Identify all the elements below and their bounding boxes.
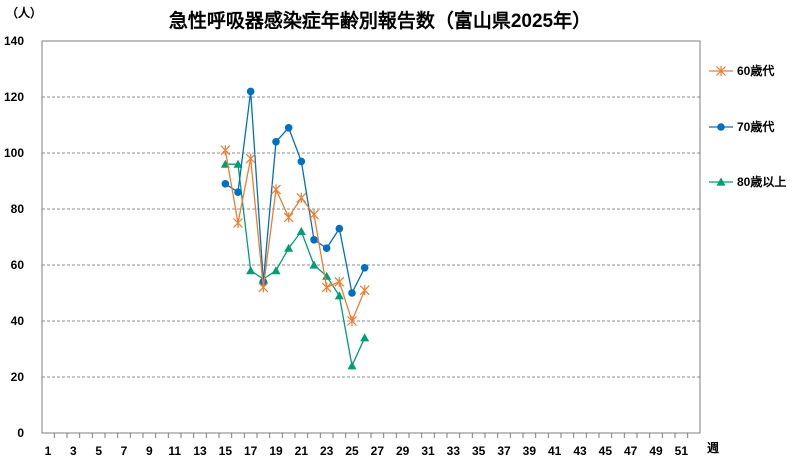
data-point bbox=[233, 159, 243, 168]
data-point bbox=[296, 226, 306, 235]
data-point bbox=[322, 244, 331, 252]
y-tick-label: 0 bbox=[17, 426, 24, 440]
x-tick-label: 45 bbox=[599, 444, 613, 458]
legend-marker bbox=[717, 123, 725, 131]
data-point bbox=[360, 333, 370, 342]
data-point bbox=[309, 209, 319, 220]
y-tick-label: 120 bbox=[4, 90, 24, 104]
data-point bbox=[284, 124, 293, 132]
series-line bbox=[224, 91, 366, 295]
data-point bbox=[334, 276, 345, 287]
x-tick-label: 49 bbox=[649, 444, 663, 458]
data-point bbox=[360, 264, 369, 272]
x-tick-label: 39 bbox=[523, 444, 537, 458]
x-tick-label: 7 bbox=[121, 444, 128, 458]
data-point bbox=[221, 180, 230, 188]
x-tick-label: 47 bbox=[624, 444, 638, 458]
series-line bbox=[225, 163, 366, 368]
x-tick-label: 13 bbox=[193, 444, 207, 458]
data-point bbox=[245, 153, 256, 164]
x-tick-label: 15 bbox=[219, 444, 233, 458]
legend: 60歳代 70歳代 80歳以上 bbox=[709, 63, 786, 189]
data-point bbox=[233, 218, 243, 228]
x-tick-label: 11 bbox=[168, 444, 181, 458]
x-tick-label: 37 bbox=[497, 444, 511, 458]
x-tick-label: 33 bbox=[447, 444, 461, 458]
y-tick-label: 20 bbox=[11, 370, 25, 384]
y-axis-unit: （人） bbox=[6, 5, 42, 20]
legend-marker bbox=[716, 177, 726, 186]
x-tick-label: 41 bbox=[548, 444, 562, 458]
data-point bbox=[347, 316, 357, 326]
x-tick-label: 19 bbox=[269, 444, 283, 458]
data-point bbox=[347, 361, 357, 370]
data-point bbox=[335, 224, 344, 233]
data-point bbox=[334, 291, 344, 300]
x-tick-label: 5 bbox=[95, 444, 102, 458]
y-tick-label: 100 bbox=[4, 146, 24, 160]
series-group bbox=[220, 87, 370, 370]
y-tick-label: 60 bbox=[11, 258, 25, 272]
x-tick-label: 27 bbox=[371, 444, 385, 458]
data-point bbox=[359, 285, 370, 296]
data-point bbox=[310, 236, 318, 244]
x-tick-label: 29 bbox=[396, 444, 410, 458]
plot-frame bbox=[41, 40, 701, 434]
x-tick-label: 43 bbox=[573, 444, 587, 458]
data-point bbox=[246, 87, 255, 96]
data-point bbox=[283, 212, 294, 223]
data-point bbox=[220, 145, 231, 156]
data-point bbox=[297, 157, 306, 166]
data-point bbox=[321, 282, 332, 293]
x-tick-label: 31 bbox=[421, 444, 435, 458]
data-point bbox=[296, 192, 307, 203]
legend-label: 80歳以上 bbox=[737, 174, 786, 189]
data-point bbox=[284, 243, 294, 252]
x-tick-label: 1 bbox=[45, 444, 52, 458]
legend-label: 70歳代 bbox=[737, 119, 774, 134]
data-point bbox=[309, 260, 319, 269]
data-point bbox=[234, 188, 242, 196]
data-point bbox=[246, 266, 256, 275]
legend-marker bbox=[716, 66, 726, 76]
gridlines bbox=[42, 96, 700, 378]
data-point bbox=[348, 289, 356, 297]
x-tick-label: 35 bbox=[472, 444, 486, 458]
y-tick-label: 40 bbox=[11, 314, 25, 328]
series-line bbox=[224, 150, 366, 323]
x-tick-label: 3 bbox=[70, 444, 77, 458]
x-tick-label: 17 bbox=[244, 444, 258, 458]
x-tick-label: 23 bbox=[320, 444, 334, 458]
x-tick-label: 25 bbox=[345, 444, 359, 458]
data-point bbox=[271, 184, 281, 195]
x-tick-label: 51 bbox=[675, 444, 689, 458]
y-tick-label: 140 bbox=[4, 34, 24, 48]
data-point bbox=[258, 282, 269, 293]
data-point bbox=[272, 138, 280, 146]
data-point bbox=[271, 266, 281, 275]
x-tick-label: 21 bbox=[295, 444, 309, 458]
legend-label: 60歳代 bbox=[737, 63, 774, 78]
x-axis-unit: 週 bbox=[707, 440, 719, 455]
x-tick-label: 9 bbox=[146, 444, 153, 458]
chart-title: 急性呼吸器感染症年齢別報告数（富山県2025年） bbox=[169, 9, 591, 32]
y-tick-label: 80 bbox=[11, 202, 25, 216]
